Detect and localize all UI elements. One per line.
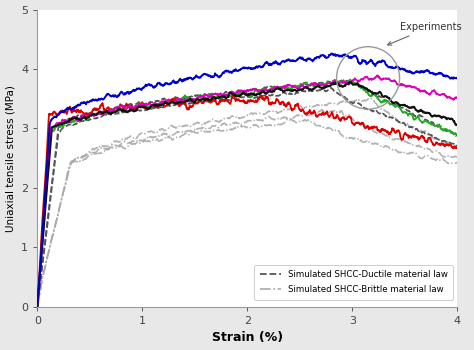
- Legend: Simulated SHCC-Ductile material law, Simulated SHCC-Brittle material law: Simulated SHCC-Ductile material law, Sim…: [255, 265, 453, 300]
- Text: Experiments: Experiments: [388, 22, 461, 45]
- Y-axis label: Uniaxial tensile stress (MPa): Uniaxial tensile stress (MPa): [6, 85, 16, 232]
- X-axis label: Strain (%): Strain (%): [212, 331, 283, 344]
